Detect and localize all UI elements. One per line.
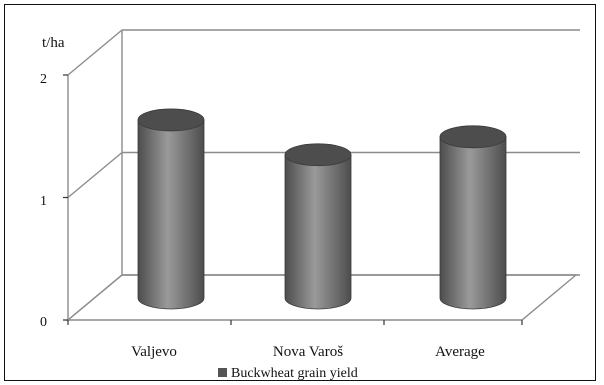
x-tick-label-valjevo: Valjevo — [131, 344, 177, 360]
x-tick-layer: Valjevo Nova Varoš Average — [131, 344, 485, 360]
x-tick-label-average: Average — [435, 344, 485, 360]
bar-nova-varos — [284, 143, 352, 310]
bar-average — [439, 125, 507, 310]
bar-top-valjevo — [137, 108, 205, 132]
bar-top-average — [439, 125, 507, 149]
bar-body-average — [439, 136, 507, 310]
legend-swatch — [218, 368, 227, 377]
y-tick-label-2: 2 — [40, 72, 47, 87]
x-tick-label-nova-varos: Nova Varoš — [273, 344, 343, 360]
y-tick-label-0: 0 — [40, 315, 47, 330]
legend-label: Buckwheat grain yield — [231, 366, 358, 381]
bar-body-valjevo — [137, 119, 205, 310]
bar-body-nova-varos — [284, 154, 352, 310]
y-axis-label: t/ha — [42, 35, 65, 51]
side-gridline-2 — [67, 29, 123, 76]
legend: Buckwheat grain yield — [218, 366, 358, 381]
y-tick-label-1: 1 — [40, 194, 47, 209]
bar-valjevo — [137, 108, 205, 310]
y-tick-layer: 0 1 2 — [40, 72, 47, 330]
bar-layer — [137, 108, 507, 310]
side-gridline-0 — [67, 274, 123, 321]
bar-top-nova-varos — [284, 143, 352, 167]
side-gridline-1 — [67, 151, 123, 199]
